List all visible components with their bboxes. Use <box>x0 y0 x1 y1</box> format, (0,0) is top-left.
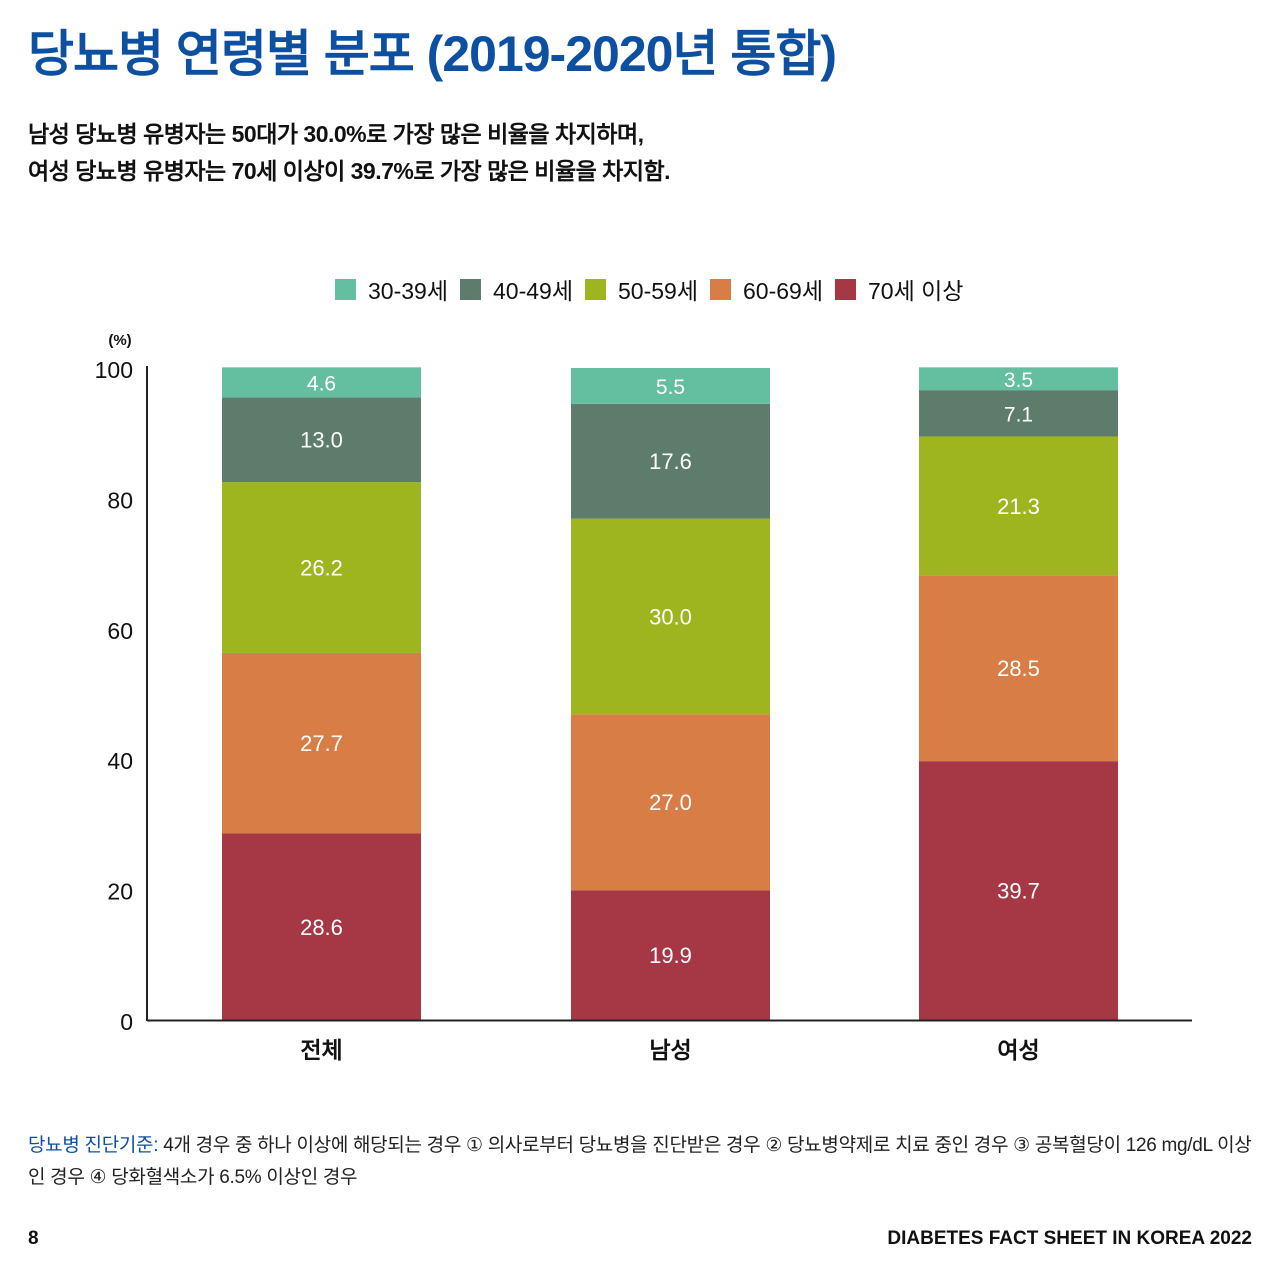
bar-segment <box>571 518 770 715</box>
data-label: 39.7 <box>997 879 1040 904</box>
data-label: 3.5 <box>1004 369 1033 392</box>
data-label: 13.0 <box>300 428 343 453</box>
data-label: 26.2 <box>300 556 343 581</box>
y-axis-unit-label: (%) <box>108 332 131 349</box>
x-tick-label: 남성 <box>649 1037 691 1063</box>
data-label: 30.0 <box>649 604 692 629</box>
legend-swatch-30-39 <box>335 278 356 300</box>
data-label: 7.1 <box>1004 403 1033 426</box>
bar-segment <box>919 390 1118 437</box>
data-label: 21.3 <box>997 494 1040 519</box>
bar-stack-2: 39.7 28.5 21.3 7.1 3.5 <box>919 367 1118 1020</box>
chart-legend: 30-39세 40-49세 50-59세 60-69세 70세 이상 <box>335 272 975 306</box>
legend-swatch-50-59 <box>585 278 606 300</box>
legend-swatch-60-69 <box>710 278 731 300</box>
bar-segment <box>919 436 1118 576</box>
data-label: 27.0 <box>649 790 692 815</box>
bar-segment <box>222 397 421 483</box>
data-label: 4.6 <box>307 372 336 395</box>
legend-item-70-plus: 70세 이상 <box>835 272 963 306</box>
bar-stack-1: 19.9 27.0 30.0 17.6 5.5 <box>571 368 770 1020</box>
legend-label-60-69: 60-69세 <box>743 278 823 304</box>
data-label: 28.5 <box>997 656 1040 681</box>
legend-label-30-39: 30-39세 <box>368 278 448 304</box>
footer-title: DIABETES FACT SHEET IN KOREA 2022 <box>887 1228 1252 1249</box>
legend-item-40-49: 40-49세 <box>460 272 573 306</box>
data-label: 5.5 <box>656 376 685 399</box>
data-label: 27.7 <box>300 731 343 756</box>
subtitle-line-2: 여성 당뇨병 유병자는 70세 이상이 39.7%로 가장 많은 비율을 차지함… <box>28 158 671 184</box>
data-label: 17.6 <box>649 449 692 474</box>
legend-label-70-plus: 70세 이상 <box>868 278 964 304</box>
legend-swatch-40-49 <box>460 278 481 300</box>
legend-item-60-69: 60-69세 <box>710 272 823 306</box>
legend-item-30-39: 30-39세 <box>335 272 448 306</box>
legend-swatch-70-plus <box>835 278 856 300</box>
bar-segment <box>571 368 770 404</box>
y-tick-label: 20 <box>107 879 133 905</box>
bar-segment <box>222 367 421 398</box>
footnote-text: 4개 경우 중 하나 이상에 해당되는 경우 ① 의사로부터 당뇨병을 진단받은… <box>28 1135 1252 1188</box>
legend-label-50-59: 50-59세 <box>618 278 698 304</box>
bar-segment <box>571 714 770 891</box>
legend-label-40-49: 40-49세 <box>493 278 573 304</box>
bar-segment <box>222 652 421 834</box>
footnote-label: 당뇨병 진단기준: <box>28 1135 159 1156</box>
subtitle-line-1: 남성 당뇨병 유병자는 50대가 30.0%로 가장 많은 비율을 차지하며, <box>28 121 644 147</box>
data-label: 28.6 <box>300 915 343 940</box>
y-tick-label: 40 <box>107 748 133 774</box>
bar-segment <box>571 403 770 519</box>
bar-segment <box>919 761 1118 1020</box>
bar-segment <box>571 890 770 1020</box>
bar-segment <box>222 482 421 653</box>
y-tick-label: 0 <box>120 1009 133 1035</box>
bar-stack-0: 28.6 27.7 26.2 13.0 4.6 <box>222 367 421 1020</box>
stacked-bar-chart: (%) 28.6 27.7 26.2 13.0 4.6 19.9 27.0 30.0 17.6 5… <box>95 332 1192 1063</box>
bar-segment <box>222 833 421 1020</box>
footnote: 당뇨병 진단기준: 4개 경우 중 하나 이상에 해당되는 경우 ① 의사로부터… <box>28 1130 1258 1194</box>
y-tick-label: 100 <box>95 357 133 383</box>
y-tick-label: 60 <box>107 618 133 644</box>
page-number: 8 <box>28 1228 39 1249</box>
subtitle: 남성 당뇨병 유병자는 50대가 30.0%로 가장 많은 비율을 차지하며, … <box>28 116 671 190</box>
x-tick-label: 전체 <box>300 1037 342 1063</box>
x-tick-label: 여성 <box>997 1037 1039 1063</box>
bar-segment <box>919 575 1118 762</box>
legend-item-50-59: 50-59세 <box>585 272 698 306</box>
bar-segment <box>919 367 1118 391</box>
y-tick-label: 80 <box>107 487 133 513</box>
page-title: 당뇨병 연령별 분포 (2019-2020년 통합) <box>28 26 837 82</box>
data-label: 19.9 <box>649 943 692 968</box>
